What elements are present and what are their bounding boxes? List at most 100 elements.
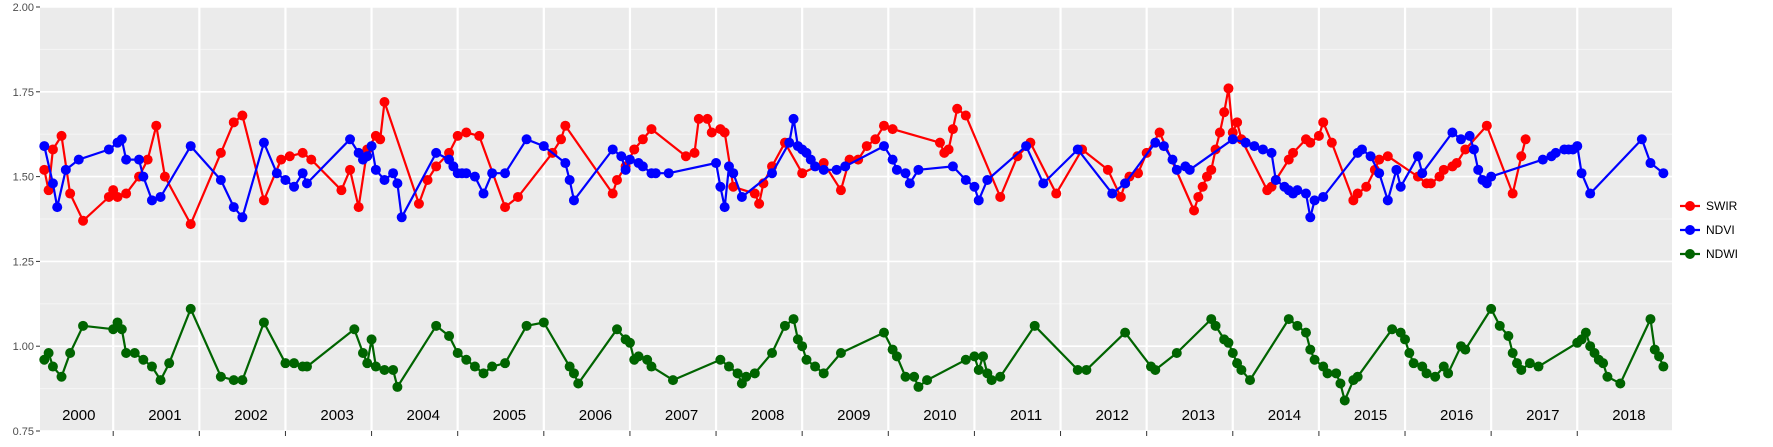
swir-point: [934, 137, 945, 148]
ndvi-point: [1021, 141, 1032, 152]
ndvi-point: [663, 168, 674, 179]
swir-point: [629, 144, 640, 155]
swir-point: [500, 202, 511, 213]
ndwi-point: [1072, 364, 1083, 375]
year-label: 2016: [1440, 407, 1473, 424]
swir-point: [452, 130, 463, 141]
swir-point: [422, 174, 433, 185]
swir-point: [689, 147, 700, 158]
x-axis: [112, 431, 1578, 436]
legend-key-point-swir: [1685, 201, 1695, 211]
swir-point: [693, 113, 704, 124]
ndvi-point: [280, 174, 291, 185]
swir-point: [612, 174, 623, 185]
year-label: 2008: [751, 407, 784, 424]
ndwi-point: [500, 358, 511, 369]
ndwi-point: [1645, 314, 1656, 325]
ndwi-point: [1309, 354, 1320, 365]
ndwi-point: [891, 351, 902, 362]
ndvi-point: [1309, 195, 1320, 206]
ndwi-point: [1120, 327, 1131, 338]
swir-point: [556, 134, 567, 145]
swir-point: [65, 188, 76, 199]
ndvi-point: [1486, 171, 1497, 182]
ndwi-point: [900, 371, 911, 382]
swir-point: [702, 113, 713, 124]
year-label: 2003: [320, 407, 353, 424]
swir-point: [39, 164, 50, 175]
ndwi-point: [1236, 364, 1247, 375]
swir-point: [1012, 151, 1023, 162]
ndvi-point: [1318, 191, 1329, 202]
swir-point: [1460, 144, 1471, 155]
ndwi-point: [1150, 364, 1161, 375]
swir-point: [749, 188, 760, 199]
ndvi-point: [637, 161, 648, 172]
ndvi-point: [258, 137, 269, 148]
ndwi-point: [1507, 347, 1518, 358]
ndwi-point: [723, 361, 734, 372]
ndvi-point: [228, 202, 239, 213]
ndvi-point: [1356, 144, 1367, 155]
ndvi-point: [1184, 164, 1195, 175]
year-labels: 2000 2001 2002 2003 2004 2005 2006 2007 2008 2009…: [62, 407, 1646, 424]
ndvi-point: [121, 154, 132, 165]
swir-point: [1352, 188, 1363, 199]
legend-key-point-ndwi: [1685, 249, 1695, 259]
ndvi-point: [788, 113, 799, 124]
ndwi-point: [138, 354, 149, 365]
ndwi-point: [568, 368, 579, 379]
ndvi-point: [1468, 144, 1479, 155]
swir-point: [1516, 151, 1527, 162]
ndwi-point: [1081, 364, 1092, 375]
ndvi-point: [1072, 144, 1083, 155]
swir-point: [78, 215, 89, 226]
ndvi-point: [1382, 195, 1393, 206]
swir-point: [637, 134, 648, 145]
ndwi-point: [1292, 320, 1303, 331]
ndvi-point: [134, 154, 145, 165]
ndvi-point: [52, 202, 63, 213]
ndvi-point: [1645, 158, 1656, 169]
ndvi-point: [39, 141, 50, 152]
swir-point: [1154, 127, 1165, 138]
ndvi-point: [1365, 151, 1376, 162]
swir-point: [56, 130, 67, 141]
ndvi-point: [728, 168, 739, 179]
ndvi-point: [1576, 168, 1587, 179]
ndwi-point: [1352, 371, 1363, 382]
swir-point: [1115, 191, 1126, 202]
ndwi-point: [1400, 334, 1411, 345]
ndvi-point: [138, 171, 149, 182]
ndwi-point: [1300, 327, 1311, 338]
ndvi-point: [1266, 147, 1277, 158]
ndwi-point: [56, 371, 67, 382]
y-tick-label: 1.50: [13, 172, 34, 184]
ndvi-point: [146, 195, 157, 206]
ndvi-point: [818, 164, 829, 175]
swir-point: [1361, 181, 1372, 192]
ndvi-point: [345, 134, 356, 145]
swir-point: [1318, 117, 1329, 128]
ndvi-point: [616, 151, 627, 162]
swir-point: [112, 191, 123, 202]
ndvi-point: [1585, 188, 1596, 199]
ndvi-point: [624, 154, 635, 165]
swir-point: [185, 219, 196, 230]
swir-point: [306, 154, 317, 165]
ndvi-point: [388, 168, 399, 179]
ndwi-point: [633, 351, 644, 362]
swir-point: [960, 110, 971, 121]
ndvi-point: [1300, 188, 1311, 199]
swir-point: [1232, 117, 1243, 128]
swir-point: [1326, 137, 1337, 148]
ndvi-point: [560, 158, 571, 169]
swir-point: [646, 124, 657, 135]
legend-key-point-ndvi: [1685, 225, 1695, 235]
swir-point: [1451, 158, 1462, 169]
swir-point: [1051, 188, 1062, 199]
ndvi-point: [715, 181, 726, 192]
ndvi-point: [1636, 134, 1647, 145]
ndwi-point: [1245, 375, 1256, 386]
swir-point: [706, 127, 717, 138]
